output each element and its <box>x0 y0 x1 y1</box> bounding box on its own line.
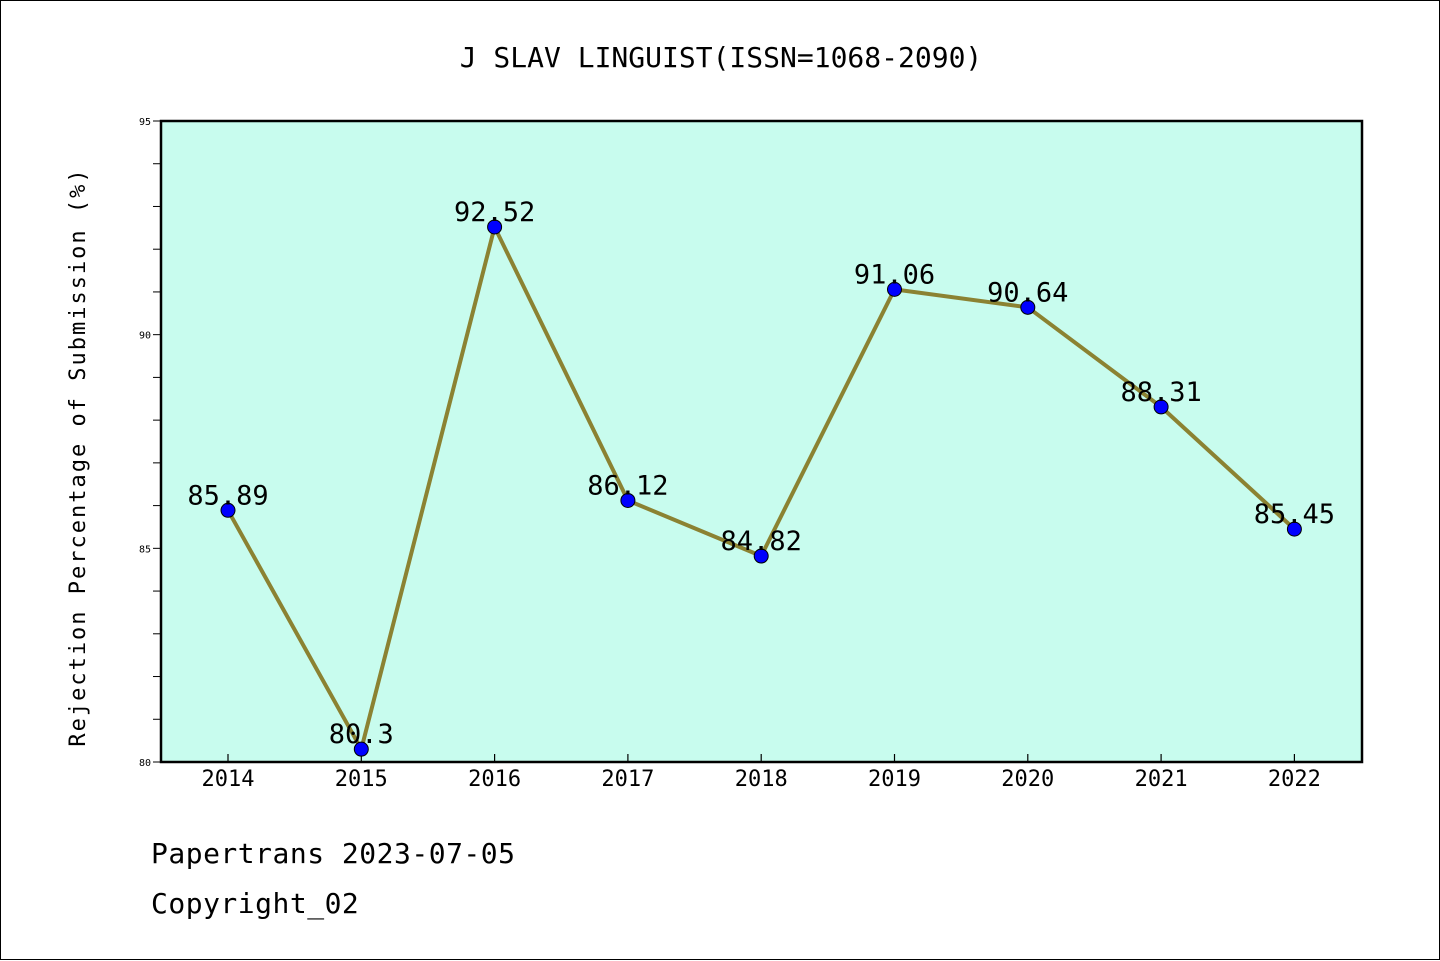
data-point-marker <box>1020 299 1036 315</box>
data-point-marker <box>1153 399 1169 415</box>
plot-border <box>159 119 1364 764</box>
x-axis: 2014 2015 2016 2017 2018 2019 2020 2021 2022 <box>202 754 1321 792</box>
footer-copyright-line: Copyright_02 <box>151 887 360 920</box>
y-axis: 80 85 90 95 <box>139 117 161 769</box>
y-axis-label: Rejection Percentage of Submission (%) <box>66 167 91 746</box>
x-tick-label: 2021 <box>1135 767 1188 792</box>
data-value-label: 85.45 <box>1254 499 1335 530</box>
x-tick-label: 2017 <box>601 767 654 792</box>
footer-date-line: Papertrans 2023-07-05 <box>151 837 516 870</box>
data-point-marker <box>753 548 769 564</box>
data-value-label: 90.64 <box>987 277 1068 308</box>
data-value-label: 86.12 <box>587 470 668 501</box>
data-value-label: 84.82 <box>721 526 802 557</box>
x-tick-label: 2020 <box>1001 767 1054 792</box>
y-tick-label: 90 <box>139 331 151 342</box>
data-point-marker <box>887 281 902 297</box>
data-value-label: 92.52 <box>454 197 535 228</box>
y-tick-label: 85 <box>139 544 151 555</box>
x-tick-label: 2018 <box>735 767 788 792</box>
data-value-label: 91.06 <box>854 259 935 290</box>
x-tick-label: 2016 <box>468 767 521 792</box>
data-point-marker <box>1286 521 1302 537</box>
data-value-label: 88.31 <box>1120 377 1201 408</box>
y-tick-label: 80 <box>139 758 151 769</box>
data-value-label: 85.89 <box>187 480 268 511</box>
data-point-marker <box>353 741 369 757</box>
y-tick-label: 95 <box>139 117 151 128</box>
x-tick-label: 2019 <box>868 767 921 792</box>
data-point-marker <box>487 219 503 235</box>
x-tick-label: 2022 <box>1268 767 1321 792</box>
data-point-marker <box>220 502 236 518</box>
marker-group <box>220 219 1302 757</box>
data-value-label: 80.3 <box>329 719 394 750</box>
data-point-marker <box>620 492 636 508</box>
chart-title: J SLAV LINGUIST(ISSN=1068-2090) <box>460 41 983 74</box>
x-tick-label: 2015 <box>335 767 388 792</box>
x-tick-label: 2014 <box>202 767 255 792</box>
data-label-group: 85.89 80.3 92.52 86.12 84.82 91.06 90.64 88.31 8… <box>187 197 1335 750</box>
plot-area <box>161 121 1362 762</box>
